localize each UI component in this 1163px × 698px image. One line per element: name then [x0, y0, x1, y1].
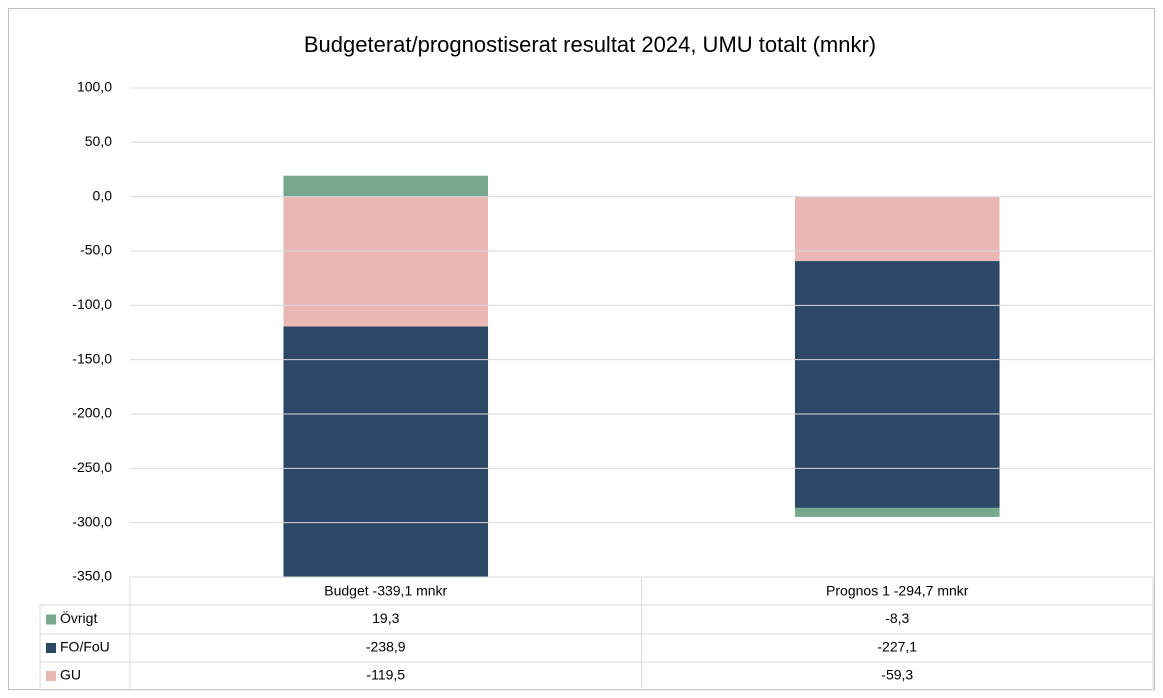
- bar-segment: [794, 507, 1000, 517]
- bar-segment: [283, 326, 489, 577]
- y-tick-label: -300,0: [72, 513, 112, 529]
- y-tick-label: 100,0: [77, 79, 112, 95]
- bar-segment: [283, 175, 489, 197]
- y-tick-label: 50,0: [85, 133, 112, 149]
- y-tick-label: -100,0: [72, 296, 112, 312]
- data-table-value: -238,9: [366, 639, 406, 655]
- legend-label: Övrigt: [60, 609, 97, 626]
- x-tick-label: Prognos 1 -294,7 mnkr: [826, 583, 969, 599]
- data-table-value: 19,3: [372, 610, 399, 626]
- legend-swatch: [46, 614, 56, 625]
- legend-label: FO/FoU: [60, 639, 110, 655]
- y-tick-label: -150,0: [72, 350, 112, 366]
- legend-swatch: [46, 643, 56, 653]
- y-tick-label: -350,0: [72, 568, 112, 584]
- x-tick-label: Budget -339,1 mnkr: [324, 583, 447, 599]
- legend-label: GU: [60, 667, 81, 683]
- bar-segment: [794, 261, 1000, 508]
- data-table-value: -8,3: [885, 610, 909, 626]
- bar-segment: [283, 196, 489, 327]
- y-tick-label: -250,0: [72, 459, 112, 475]
- data-table-value: -59,3: [881, 667, 913, 683]
- data-table-value: -119,5: [366, 667, 405, 683]
- y-tick-label: 0,0: [93, 187, 113, 203]
- bar-segment: [794, 196, 1000, 262]
- y-tick-label: -200,0: [72, 405, 112, 421]
- y-tick-label: -50,0: [80, 242, 112, 258]
- chart-title: Budgeterat/prognostiserat resultat 2024,…: [304, 32, 876, 57]
- data-table-value: -227,1: [877, 639, 917, 655]
- legend-swatch: [46, 671, 56, 681]
